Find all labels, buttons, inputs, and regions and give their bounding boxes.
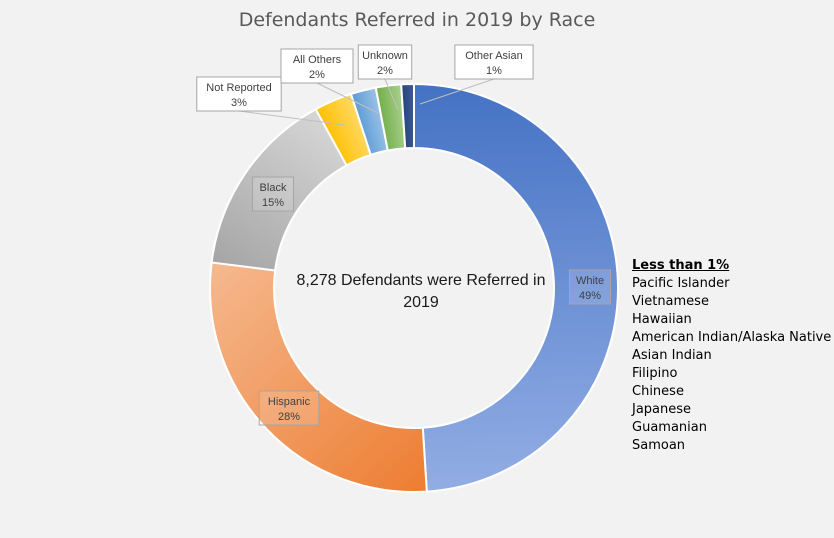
data-label-box xyxy=(280,48,354,84)
data-label-value: 1% xyxy=(486,65,502,77)
data-label-name: Hispanic xyxy=(268,396,311,408)
donut-slice xyxy=(413,82,619,493)
leader-line xyxy=(384,78,399,111)
data-label: White 49% xyxy=(569,269,611,305)
data-label: Not Reported 3% xyxy=(196,76,346,126)
less-than-1-item: Guamanian xyxy=(632,420,707,435)
less-than-1-item: Asian Indian xyxy=(632,348,712,363)
less-than-1-item: Vietnamese xyxy=(632,294,709,309)
data-label-value: 2% xyxy=(377,65,393,77)
data-label-box xyxy=(357,44,413,80)
donut-slice xyxy=(209,261,428,493)
data-label: Black 15% xyxy=(252,176,294,212)
less-than-1-item: Pacific Islander xyxy=(632,276,730,291)
leader-line xyxy=(238,110,346,126)
less-than-1-item: Chinese xyxy=(632,384,684,399)
data-label: All Others 2% xyxy=(280,48,379,114)
data-label-name: Black xyxy=(260,182,287,194)
data-label: Other Asian 1% xyxy=(419,44,534,105)
leader-line xyxy=(316,82,379,114)
data-label-name: Unknown xyxy=(362,50,408,62)
less-than-1-item: Samoan xyxy=(632,438,686,453)
data-label-value: 28% xyxy=(278,411,300,423)
data-label-box xyxy=(252,176,294,212)
data-label-name: All Others xyxy=(293,54,342,66)
center-text: 8,278 Defendants were Referred in 2019 xyxy=(296,272,546,311)
data-label-value: 15% xyxy=(262,197,284,209)
data-label-value: 2% xyxy=(309,69,325,81)
less-than-1-item: American Indian/Alaska Native xyxy=(632,330,832,345)
data-label-name: Other Asian xyxy=(465,50,522,62)
data-label-value: 49% xyxy=(579,290,601,302)
data-label: Unknown 2% xyxy=(357,44,413,111)
less-than-1-item: Filipino xyxy=(632,366,678,381)
donut-slice xyxy=(400,82,415,150)
data-label-name: Not Reported xyxy=(206,82,271,94)
data-label-box xyxy=(196,76,282,112)
leader-line xyxy=(419,78,495,105)
data-label-value: 3% xyxy=(231,97,247,109)
less-than-1-list: Pacific Islander Vietnamese Hawaiian Americ… xyxy=(632,275,831,455)
data-label-box xyxy=(454,44,534,80)
chart-title: Defendants Referred in 2019 by Race xyxy=(238,9,596,31)
less-than-1-note: Less than 1% Pacific Islander Vietnamese H… xyxy=(632,257,831,455)
data-label-box xyxy=(569,269,611,305)
less-than-1-item: Japanese xyxy=(632,402,692,417)
less-than-1-item: Hawaiian xyxy=(632,312,692,327)
less-than-1-heading: Less than 1% xyxy=(632,258,730,273)
data-label-box xyxy=(258,390,320,426)
data-label-name: White xyxy=(576,275,604,287)
data-label: Hispanic 28% xyxy=(258,390,320,426)
